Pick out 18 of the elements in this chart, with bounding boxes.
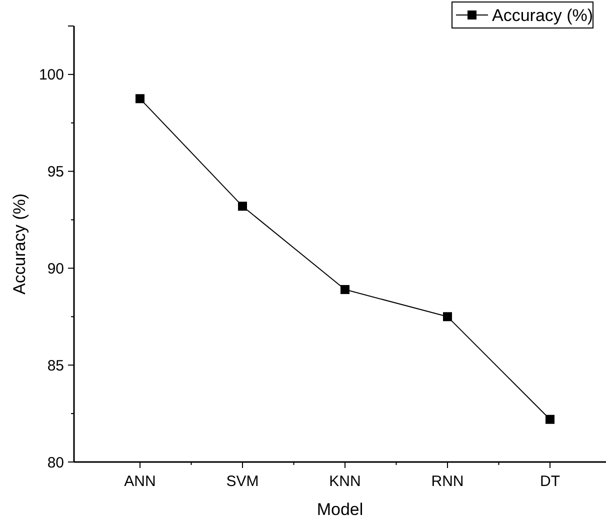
x-axis-title: Model <box>316 500 364 519</box>
point <box>238 202 247 211</box>
point <box>340 285 350 294</box>
y-tick-label: 90 <box>47 260 64 278</box>
y-tick-label: 100 <box>38 66 64 84</box>
y-tick-label: 85 <box>47 357 64 374</box>
point <box>546 414 554 424</box>
legend-label: Accuracy (%) <box>492 6 594 25</box>
y-tick-label: 95 <box>47 164 64 181</box>
x-tick-label: ANN <box>124 473 156 490</box>
x-tick-label: SVM <box>226 473 259 490</box>
x-tick-label: RNN <box>431 473 464 490</box>
x-tick-label: DT <box>540 473 560 490</box>
point <box>136 94 144 104</box>
point <box>443 312 452 322</box>
y-tick-label: 80 <box>47 454 64 472</box>
x-tick-label: KNN <box>329 473 361 490</box>
y-axis-title: Accuracy (%) <box>10 193 29 295</box>
